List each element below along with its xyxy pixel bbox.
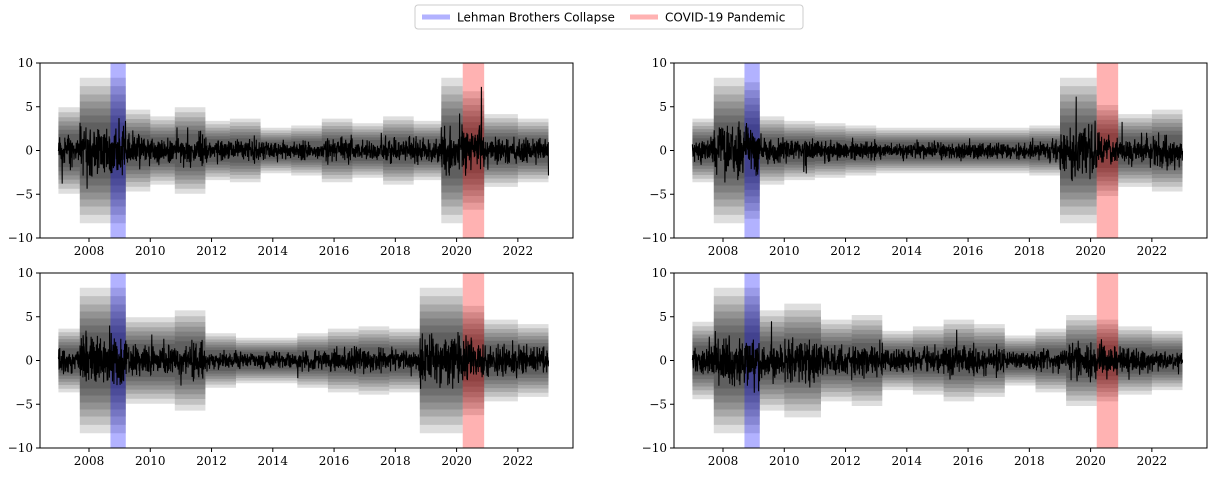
plot-area xyxy=(57,63,550,238)
x-tick-label: 2022 xyxy=(503,244,534,258)
legend-frame xyxy=(414,4,804,30)
panel-bottom-right: 10 5 0 −5 −10 2008 2010 2012 2014 2016 2018 2020 202… xyxy=(642,266,1208,468)
plot-area xyxy=(57,273,550,448)
x-tick-label: 2008 xyxy=(74,244,105,258)
y-tick-label: −10 xyxy=(8,231,33,245)
y-tick-label: 0 xyxy=(659,144,667,158)
x-tick-label: 2016 xyxy=(953,244,984,258)
y-tick-label: −5 xyxy=(649,187,667,201)
x-tick-label: 2022 xyxy=(503,454,534,468)
x-tick-label: 2014 xyxy=(258,454,289,468)
x-tick-label: 2014 xyxy=(258,244,289,258)
x-tick-label: 2016 xyxy=(953,454,984,468)
panel-top-left: 10 5 0 −5 −10 2008 2010 2012 2014 2016 2018 2020 202… xyxy=(8,56,574,258)
y-tick-label: −10 xyxy=(642,441,667,455)
legend-label-covid: COVID-19 Pandemic xyxy=(665,11,785,25)
x-tick-label: 2014 xyxy=(892,244,923,258)
y-tick-label: 0 xyxy=(25,144,33,158)
y-tick-label: 5 xyxy=(659,100,667,114)
y-tick-label: 0 xyxy=(659,354,667,368)
y-tick-label: 10 xyxy=(18,56,33,70)
returns-series xyxy=(691,96,1184,183)
y-tick-label: 5 xyxy=(25,100,33,114)
y-tick-label: −10 xyxy=(8,441,33,455)
y-tick-label: 10 xyxy=(18,266,33,280)
x-tick-label: 2020 xyxy=(441,454,472,468)
x-tick-label: 2018 xyxy=(1014,454,1045,468)
x-tick-label: 2008 xyxy=(708,244,739,258)
x-tick-label: 2014 xyxy=(892,454,923,468)
returns-series xyxy=(57,325,550,389)
x-tick-label: 2018 xyxy=(380,244,411,258)
legend: Lehman Brothers Collapse COVID-19 Pandem… xyxy=(414,4,804,30)
x-tick-label: 2010 xyxy=(135,244,166,258)
panel-bottom-left: 10 5 0 −5 −10 2008 2010 2012 2014 2016 2018 2020 202… xyxy=(8,266,574,468)
x-tick-label: 2010 xyxy=(769,454,800,468)
y-tick-label: 5 xyxy=(659,310,667,324)
x-tick-label: 2012 xyxy=(196,454,227,468)
legend-label-lehman: Lehman Brothers Collapse xyxy=(457,11,615,25)
x-tick-label: 2010 xyxy=(769,244,800,258)
panel-top-right: 10 5 0 −5 −10 2008 2010 2012 2014 2016 2018 2020 202… xyxy=(642,56,1208,258)
x-tick-label: 2016 xyxy=(319,244,350,258)
x-tick-label: 2008 xyxy=(74,454,105,468)
returns-series xyxy=(57,86,550,189)
plot-area xyxy=(691,63,1184,238)
y-tick-label: 10 xyxy=(652,56,667,70)
x-tick-label: 2012 xyxy=(196,244,227,258)
returns-series xyxy=(691,321,1184,393)
x-tick-label: 2020 xyxy=(1075,454,1106,468)
y-tick-label: 5 xyxy=(25,310,33,324)
x-tick-label: 2010 xyxy=(135,454,166,468)
plot-area xyxy=(691,273,1184,448)
y-tick-label: −5 xyxy=(15,187,33,201)
y-tick-label: 10 xyxy=(652,266,667,280)
x-tick-label: 2018 xyxy=(1014,244,1045,258)
x-tick-label: 2022 xyxy=(1137,244,1168,258)
x-tick-label: 2020 xyxy=(1075,244,1106,258)
x-tick-label: 2018 xyxy=(380,454,411,468)
x-tick-label: 2012 xyxy=(830,454,861,468)
x-tick-label: 2022 xyxy=(1137,454,1168,468)
x-tick-label: 2008 xyxy=(708,454,739,468)
x-tick-label: 2012 xyxy=(830,244,861,258)
y-tick-label: −10 xyxy=(642,231,667,245)
y-tick-label: −5 xyxy=(15,397,33,411)
y-tick-label: −5 xyxy=(649,397,667,411)
y-tick-label: 0 xyxy=(25,354,33,368)
x-tick-label: 2016 xyxy=(319,454,350,468)
x-tick-label: 2020 xyxy=(441,244,472,258)
